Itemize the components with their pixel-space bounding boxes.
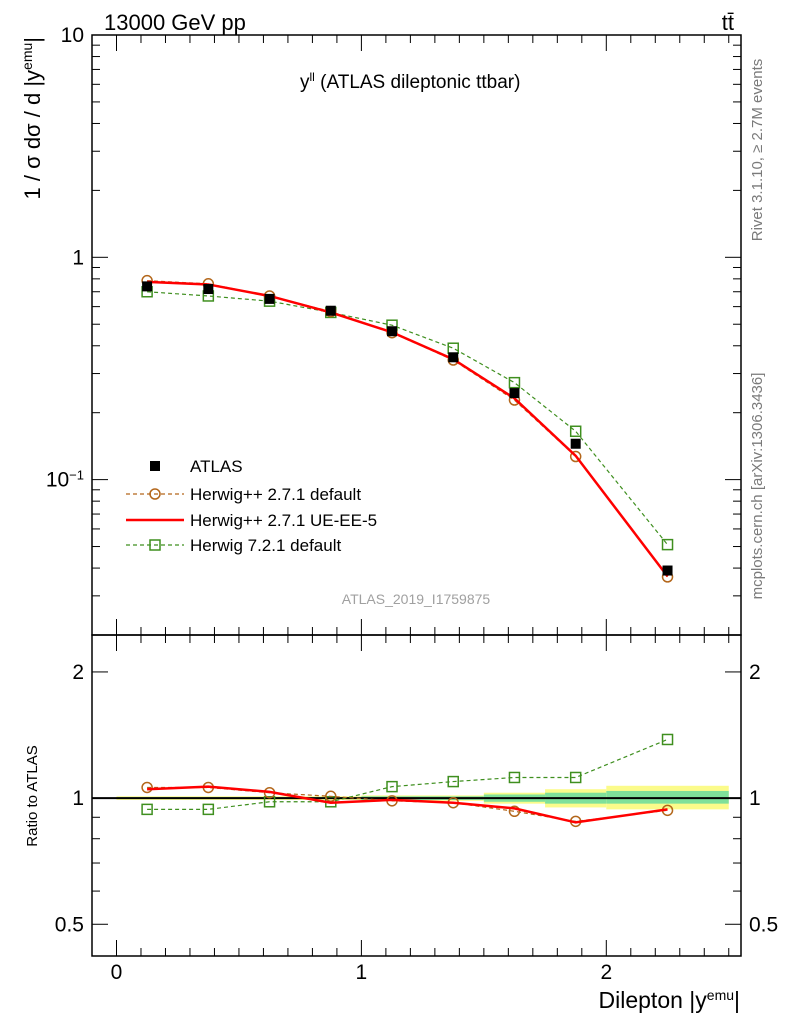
y-tick-label: 10−1 [46,467,84,492]
ratio-y-tick-label-right: 1 [749,787,761,810]
ratio-y-tick-label-right: 2 [749,661,761,684]
ratio-y-tick-label: 2 [72,661,84,684]
legend-herwig-7-2-1-default-marker [149,539,161,551]
x-tick-label: 2 [600,961,612,984]
ratio-herwig-7-2-1-default-point [661,733,674,746]
ratio-herwig-7-2-1-default-point [263,796,276,808]
main-herwig-7-2-1-default-point [661,538,674,551]
main-atlas-point [203,284,214,295]
main-plot: 10 1 10−1 1 / σ dσ / d |yemu| yll (ATLAS dil… [19,24,742,636]
legend-herwig-7-2-1-default-label: Herwig 7.2.1 default [190,536,341,555]
ratio-y-tick-label: 1 [72,787,84,810]
ratio-herwig-7-2-1-default-point [508,771,521,784]
legend-atlas-marker [150,461,160,471]
x-tick-label: 1 [356,961,368,984]
analysis-watermark: ATLAS_2019_I1759875 [342,591,491,607]
main-herwig-2-7-1-default-point [569,450,582,463]
ratio-herwig-2-7-1-default-point [325,790,337,803]
main-atlas-point [570,438,581,449]
ratio-herwig-2-7-1-default-point [141,781,153,794]
main-atlas-point [325,305,336,316]
main-atlas-point [387,326,398,337]
energy-label: 13000 GeV pp [104,10,246,35]
main-herwig-7-2-1-default-line [147,291,668,546]
y-axis-label: 1 / σ dσ / d |yemu| [19,37,45,199]
main-atlas-point [509,388,520,399]
ratio-herwig-7-2-1-default-line [147,738,668,810]
y-tick-label: 10 [61,24,84,47]
ratio-y-tick-label: 0.5 [55,913,84,936]
main-herwig-2-7-1-ue-ee-5-line [147,280,669,578]
main-atlas-point [264,293,275,304]
mcplots-label: mcplots.cern.ch [arXiv:1306.3436] [749,373,766,600]
x-axis-label: Dilepton |yemu| [599,987,740,1013]
ratio-y-axis-label: Ratio to ATLAS [24,745,41,846]
main-herwig-7-2-1-default-point [569,425,582,438]
main-herwig-7-2-1-default-point [508,376,521,389]
ratio-plot: 0.5 0.5 1 1 2 2 0 1 2 Ratio to ATLAS Dilepton |yem… [24,634,778,1013]
main-atlas-point [142,281,153,292]
ratio-herwig-7-2-1-default-point [141,803,153,816]
legend-herwig-2-7-1-default-marker [149,488,161,500]
ratio-herwig-7-2-1-default-point [569,771,582,784]
ratio-herwig-7-2-1-default-point [386,780,398,793]
main-herwig-7-2-1-default-point [447,342,459,354]
ratio-y-tick-label-right: 0.5 [749,913,778,936]
main-atlas-point [448,352,459,363]
ratio-herwig-2-7-1-ue-ee-5-line [147,785,668,824]
chart-title: yll (ATLAS dileptonic ttbar) [300,70,520,93]
ratio-herwig-2-7-1-default-point [508,805,521,818]
main-herwig-2-7-1-default-line [147,280,669,578]
main-atlas-point [662,565,673,576]
x-tick-label: 0 [111,961,123,984]
legend-atlas-label: ATLAS [190,457,243,476]
rivet-version-label: Rivet 3.1.10, ≥ 2.7M events [749,59,766,242]
ratio-herwig-7-2-1-default-point [447,775,459,788]
y-tick-label: 1 [72,246,84,269]
ratio-frame [91,634,742,957]
legend-herwig-2-7-1-default-label: Herwig++ 2.7.1 default [190,485,361,504]
ratio-herwig-7-2-1-default-point [202,803,215,816]
legend-herwig-2-7-1-ue-ee-5-label: Herwig++ 2.7.1 UE-EE-5 [190,511,377,530]
process-label: tt̄ [722,10,734,35]
